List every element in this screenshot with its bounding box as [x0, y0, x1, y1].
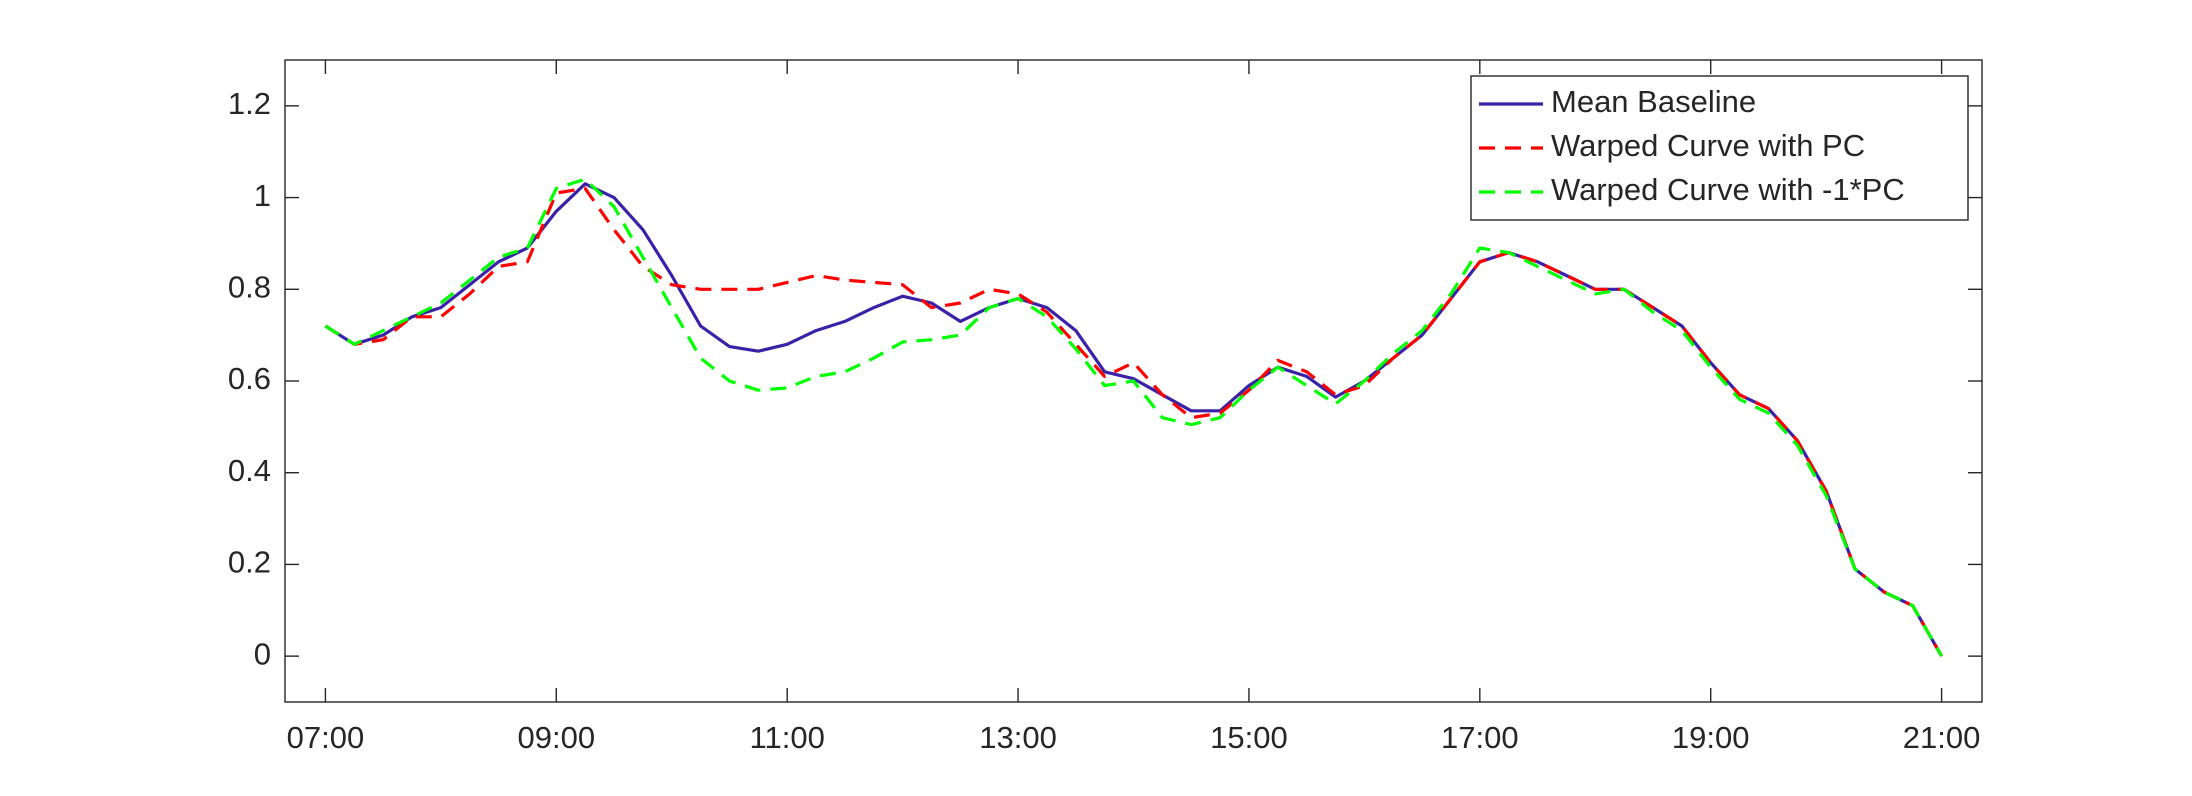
x-tick-label: 15:00: [1210, 720, 1288, 755]
y-tick-label: 0: [254, 636, 271, 671]
x-tick-label: 09:00: [518, 720, 596, 755]
x-tick-label: 11:00: [750, 720, 825, 755]
series-line: [324, 177, 1943, 657]
legend-label: Warped Curve with PC: [1551, 128, 1865, 163]
legend-label: Warped Curve with -1*PC: [1551, 172, 1905, 207]
y-tick-label: 0.6: [228, 361, 271, 396]
series-line: [324, 186, 1943, 657]
y-tick-label: 0.2: [228, 545, 271, 580]
x-tick-label: 13:00: [979, 720, 1057, 755]
x-tick-label: 21:00: [1903, 720, 1981, 755]
legend-box: [1470, 75, 1969, 221]
y-tick-label: 0.8: [228, 269, 271, 304]
y-tick-label: 1.2: [228, 86, 271, 121]
x-tick-label: 17:00: [1441, 720, 1519, 755]
x-tick-label: 19:00: [1672, 720, 1750, 755]
y-tick-label: 0.4: [228, 453, 271, 488]
y-tick-label: 1: [254, 178, 271, 213]
legend-label: Mean Baseline: [1551, 84, 1756, 119]
x-tick-label: 07:00: [287, 720, 365, 755]
